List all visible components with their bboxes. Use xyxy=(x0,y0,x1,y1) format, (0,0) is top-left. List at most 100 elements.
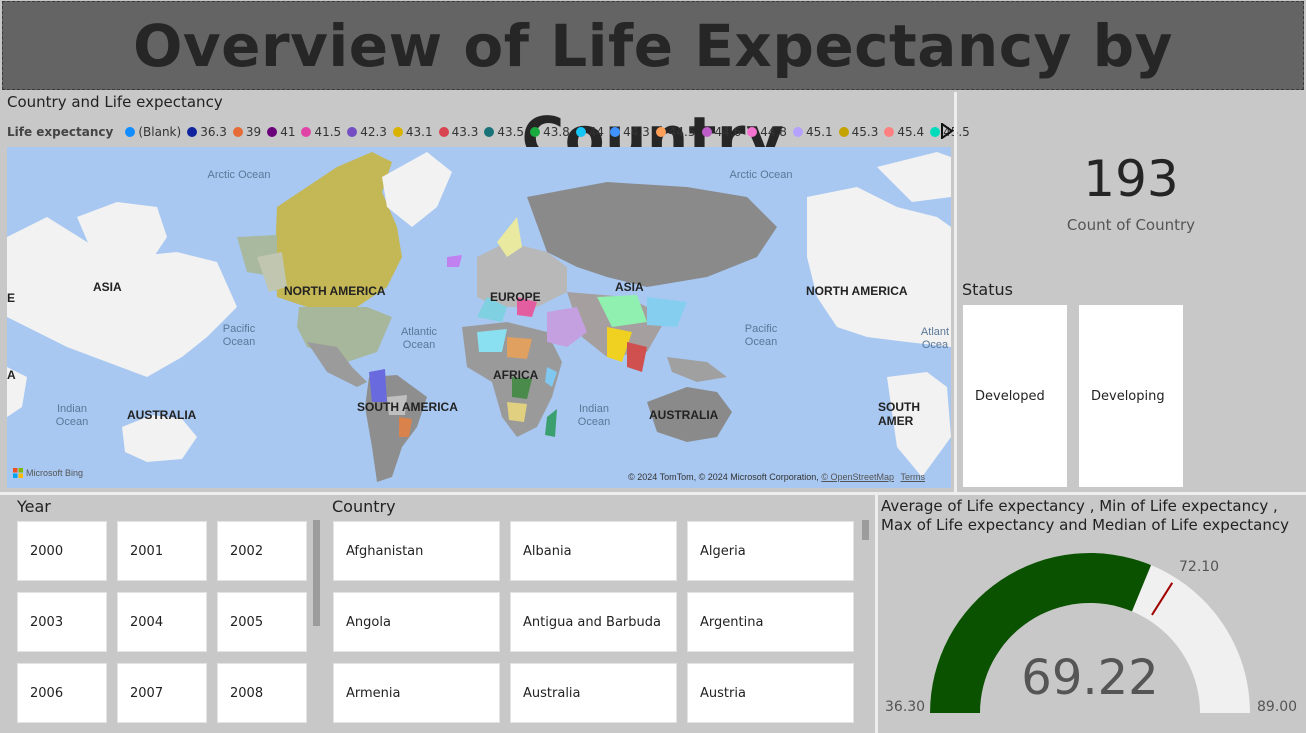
bottom-divider xyxy=(0,492,1306,495)
world-map[interactable]: Arctic Ocean Arctic Ocean Pacific Ocean … xyxy=(7,147,951,488)
status-slicer-title: Status xyxy=(962,280,1013,299)
slicer-item-label: 2000 xyxy=(30,543,64,559)
map-title: Country and Life expectancy xyxy=(7,93,223,111)
legend-item[interactable]: 42.3 xyxy=(347,125,387,139)
legend-item[interactable]: 45.1 xyxy=(792,125,833,139)
legend-item-label: 44.3 xyxy=(623,125,650,139)
slicer-item[interactable]: Armenia xyxy=(333,663,500,723)
slicer-item[interactable]: 2001 xyxy=(117,521,207,581)
slicer-item-label: Armenia xyxy=(346,685,401,701)
label-europe: EUROPE xyxy=(490,290,541,304)
legend-item[interactable]: 44.8 xyxy=(747,125,787,139)
slicer-item[interactable]: 2005 xyxy=(217,592,307,652)
legend-dot-icon xyxy=(884,127,895,137)
gauge-target-label: 72.10 xyxy=(1179,559,1220,575)
legend-dot-icon xyxy=(301,127,312,137)
legend-item[interactable]: 45.3 xyxy=(838,125,879,139)
legend-dot-icon xyxy=(392,127,403,137)
label-indian-ocean-left: Indian Ocean xyxy=(55,403,89,428)
legend-item-label: 44.8 xyxy=(760,125,787,139)
legend-dot-icon xyxy=(125,127,136,137)
slicer-item[interactable]: 2006 xyxy=(17,663,107,723)
label-australia-right: AUSTRALIA xyxy=(649,408,719,422)
legend-dot-icon xyxy=(930,127,941,137)
slicer-item[interactable]: 2004 xyxy=(117,592,207,652)
legend-item[interactable]: 43.1 xyxy=(392,125,433,139)
slicer-item-label: Afghanistan xyxy=(346,543,424,559)
legend-next-arrow-icon[interactable] xyxy=(940,123,954,139)
legend-dot-icon xyxy=(575,127,586,137)
legend-item-label: 45.3 xyxy=(851,125,879,139)
legend-item[interactable]: 44.5 xyxy=(655,125,696,139)
legend-item-label: 43.8 xyxy=(543,125,570,139)
gauge-target-line xyxy=(1151,582,1174,616)
legend-item-label: 44.5 xyxy=(668,125,696,139)
label-pacific-ocean-left: Pacific Ocean xyxy=(222,323,256,348)
legend-dot-icon xyxy=(267,127,278,137)
bing-logo: Microsoft Bing xyxy=(13,468,83,478)
slicer-item[interactable]: Austria xyxy=(687,663,854,723)
legend-item[interactable]: 44.6 xyxy=(701,125,741,139)
legend-item[interactable]: (Blank) xyxy=(125,125,181,139)
legend-item[interactable]: 41 xyxy=(267,125,295,139)
legend-item[interactable]: 44 xyxy=(575,125,604,139)
kpi-label: Count of Country xyxy=(1066,216,1196,234)
panel-divider xyxy=(954,92,957,492)
status-option-developed[interactable]: Developed xyxy=(963,305,1067,487)
label-indian-ocean-right: Indian Ocean xyxy=(577,403,611,428)
kpi-value: 193 xyxy=(1083,150,1179,208)
slicer-item-label: Angola xyxy=(346,614,391,630)
slicer-item[interactable]: Albania xyxy=(510,521,677,581)
slicer-item[interactable]: Argentina xyxy=(687,592,854,652)
gauge-max-label: 89.00 xyxy=(1257,699,1298,715)
terms-link[interactable]: Terms xyxy=(900,472,926,482)
country-slicer-scrollbar[interactable] xyxy=(862,520,869,540)
slicer-item-label: 2004 xyxy=(130,614,164,630)
slicer-item[interactable]: 2000 xyxy=(17,521,107,581)
map-legend: Life expectancy (Blank) 36.3 39 41 41.5 42.3 4… xyxy=(7,123,976,141)
slicer-item[interactable]: Antigua and Barbuda xyxy=(510,592,677,652)
legend-dot-icon xyxy=(701,127,712,137)
legend-item-label: 43.1 xyxy=(405,125,433,139)
label-edge-e: E xyxy=(7,291,16,305)
year-slicer-scrollbar[interactable] xyxy=(313,520,320,626)
legend-item[interactable]: 43.5 xyxy=(484,125,524,139)
slicer-item[interactable]: Algeria xyxy=(687,521,854,581)
country-slicer-title: Country xyxy=(332,497,396,516)
legend-item[interactable]: 43.8 xyxy=(530,125,570,139)
legend-item[interactable]: 41.5 xyxy=(301,125,341,139)
legend-dot-icon xyxy=(838,127,849,137)
legend-dot-icon xyxy=(530,127,541,137)
legend-item-label: 45.4 xyxy=(897,125,925,139)
legend-item-label: 36.3 xyxy=(200,125,227,139)
title-bar xyxy=(2,1,1304,90)
slicer-item[interactable]: Australia xyxy=(510,663,677,723)
legend-item[interactable]: 44.3 xyxy=(610,125,650,139)
slicer-item[interactable]: Angola xyxy=(333,592,500,652)
legend-item[interactable]: 43.3 xyxy=(438,125,478,139)
page-title: Overview of Life Expectancy by Country xyxy=(133,12,1173,172)
label-edge-a: A xyxy=(7,368,16,382)
slicer-item[interactable]: 2003 xyxy=(17,592,107,652)
legend-dot-icon xyxy=(438,127,449,137)
legend-dot-icon xyxy=(610,127,621,137)
osm-link[interactable]: © OpenStreetMap xyxy=(821,472,894,482)
legend-dot-icon xyxy=(747,127,758,137)
legend-item[interactable]: 45.4 xyxy=(884,125,924,139)
legend-item[interactable]: 36.3 xyxy=(187,125,227,139)
slicer-item-label: Algeria xyxy=(700,543,746,559)
microsoft-logo-icon xyxy=(13,468,23,478)
legend-item[interactable]: 39 xyxy=(232,125,261,139)
legend-dot-icon xyxy=(232,127,243,137)
slicer-item[interactable]: 2007 xyxy=(117,663,207,723)
slicer-item[interactable]: Afghanistan xyxy=(333,521,500,581)
slicer-item-label: Austria xyxy=(700,685,746,701)
slicer-item[interactable]: 2008 xyxy=(217,663,307,723)
slicer-item-label: 2005 xyxy=(230,614,264,630)
slicer-item[interactable]: 2002 xyxy=(217,521,307,581)
legend-dot-icon xyxy=(187,127,198,137)
slicer-item-label: Australia xyxy=(523,685,581,701)
label-north-america-right: NORTH AMERICA xyxy=(806,284,908,298)
status-option-developing[interactable]: Developing xyxy=(1079,305,1183,487)
label-pacific-ocean-right: Pacific Ocean xyxy=(744,323,778,348)
